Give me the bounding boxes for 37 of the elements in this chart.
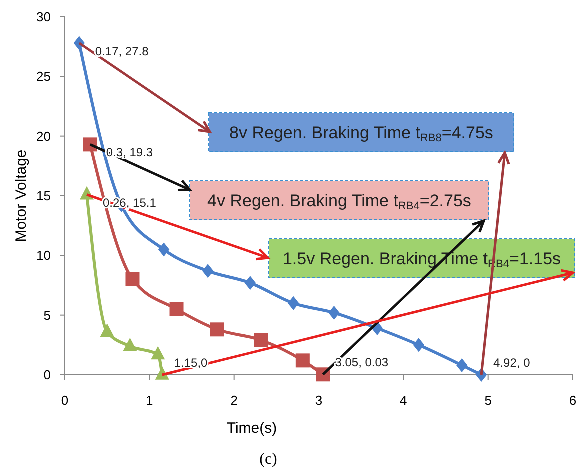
annotation: 0.17, 27.8 [95,44,150,58]
point [254,333,268,348]
point [413,338,425,352]
x-axis-title: Time(s) [226,420,278,437]
annotation: 0.26, 15.1 [103,196,157,210]
y-tick-label: 5 [44,308,51,323]
point [296,354,310,368]
x-tick-label: 2 [230,393,238,408]
y-tick-label: 25 [36,69,51,84]
point [288,296,300,310]
x-tick-label: 6 [569,393,577,408]
point [244,276,256,290]
point [210,322,224,337]
point [126,272,140,287]
annotation: 3.05, 0.03 [335,356,389,370]
annotation: 4v Regen. Braking Time t$_{RB4}$=2.75s [208,191,472,212]
x-tick-label: 3 [315,393,323,408]
y-tick-label: 20 [36,128,51,144]
point [328,306,340,320]
y-tick-label: 15 [36,188,51,204]
x-tick-label: 0 [61,393,69,408]
x-tick-label: 4 [400,393,408,408]
y-axis-title: Motor Voltage [13,150,30,242]
point [456,358,468,372]
y-tick-label: 30 [36,10,51,25]
y-tick-label: 10 [36,248,51,264]
point [170,302,184,316]
point [202,264,214,278]
annotation: 8v Regen. Braking Time t$_{RB8}$=4.75s [230,123,494,144]
point [158,242,170,257]
point [83,138,98,152]
x-tick-label: 5 [484,393,492,408]
annotation: 4.92, 0 [494,356,531,370]
annotation: 1.15,0 [174,356,208,370]
x-tick-label: 1 [146,393,154,408]
y-tick-label: 0 [44,368,51,383]
text: (c) [260,451,278,468]
